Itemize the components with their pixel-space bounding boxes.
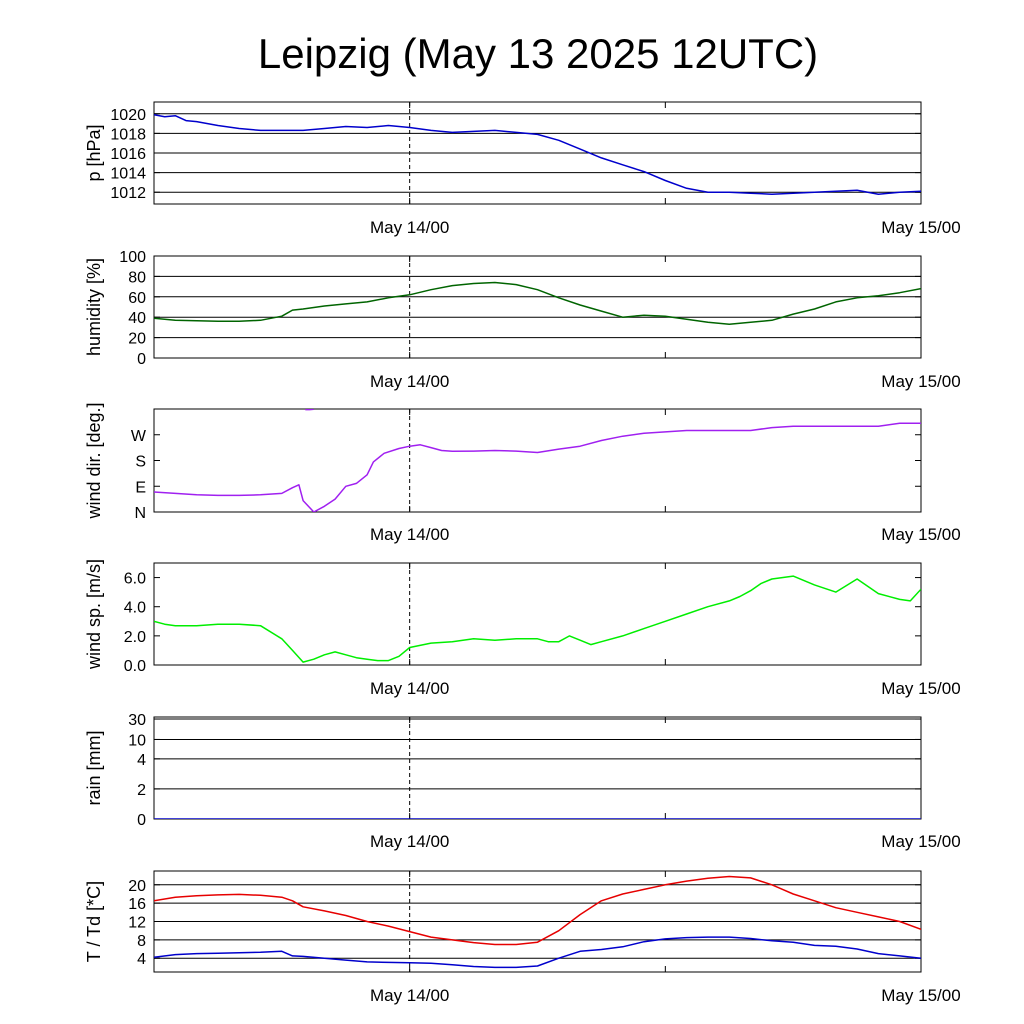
y-tick-label: 1018 [110,126,146,143]
panel-pressure: 1012 1014 1016 1018 1020 p [hPa] May 14/00 May … [84,101,961,237]
y-tick-label: 0 [137,812,146,829]
y-tick-label: 2.0 [124,629,146,646]
y-tick-label: 0.0 [124,658,146,675]
panel-rain: 0 2 4 10 30 rain [mm] May 14/00 May 15/00 [84,712,961,851]
x-tick-label: May 14/00 [370,832,449,851]
y-axis-label: T / Td [*C] [84,881,104,962]
y-tick-label: N [134,505,146,522]
y-tick-label: 4 [137,752,146,769]
y-tick-label: 12 [128,915,146,932]
y-tick-label: 1020 [110,107,146,124]
panel-humidity: 0 20 40 60 80 100 humidity [%] May 14/00 May 15/… [84,249,961,391]
y-tick-label: W [131,428,147,445]
y-tick-label: 100 [119,249,146,266]
y-tick-label: 60 [128,290,146,307]
series-line-humidity-0 [154,281,921,326]
y-axis-label: rain [mm] [84,730,104,805]
y-tick-label: 30 [128,712,146,729]
x-tick-label: May 15/00 [881,679,960,698]
y-tick-label: 1012 [110,185,146,202]
y-tick-label: 1014 [110,166,146,183]
series-line-pressure-0 [154,114,921,195]
plot-frame [153,255,922,359]
y-tick-label: 1016 [110,146,146,163]
y-tick-label: 2 [137,782,146,799]
y-tick-label: 16 [128,896,146,913]
series-line-wind_direction-0 [154,422,921,512]
y-tick-label: E [135,479,146,496]
x-tick-label: May 14/00 [370,218,449,237]
plot-frame [153,716,922,820]
x-tick-label: May 14/00 [370,986,449,1005]
y-tick-label: 4 [137,951,146,968]
chart-title: Leipzig (May 13 2025 12UTC) [258,30,818,77]
panel-wind_speed: 0.0 2.0 4.0 6.0 wind sp. [m/s] May 14/00 May 1… [84,559,961,698]
x-tick-label: May 15/00 [881,832,960,851]
series-line-temperature-0 [154,875,921,946]
series-line-wind_speed-0 [154,575,921,663]
plot-frame [153,562,922,666]
y-tick-label: 4.0 [124,600,146,617]
x-tick-label: May 15/00 [881,986,960,1005]
y-tick-label: 20 [128,878,146,895]
y-tick-label: 8 [137,933,146,950]
y-axis-label: p [hPa] [84,124,104,181]
plot-frame [153,408,922,513]
y-axis-label: wind dir. [deg.] [84,402,104,519]
x-tick-label: May 15/00 [881,525,960,544]
x-tick-label: May 14/00 [370,372,449,391]
y-axis-label: wind sp. [m/s] [84,559,104,670]
y-tick-label: 10 [128,732,146,749]
y-axis-label: humidity [%] [84,258,104,356]
y-tick-label: 6.0 [124,571,146,588]
y-tick-label: S [135,454,146,471]
y-tick-label: 20 [128,331,146,348]
y-tick-label: 80 [128,269,146,286]
x-tick-label: May 15/00 [881,372,960,391]
series-line-temperature-1 [154,936,921,969]
x-tick-label: May 14/00 [370,679,449,698]
x-tick-label: May 15/00 [881,218,960,237]
y-tick-label: 40 [128,310,146,327]
y-tick-label: 0 [137,351,146,368]
x-tick-label: May 14/00 [370,525,449,544]
